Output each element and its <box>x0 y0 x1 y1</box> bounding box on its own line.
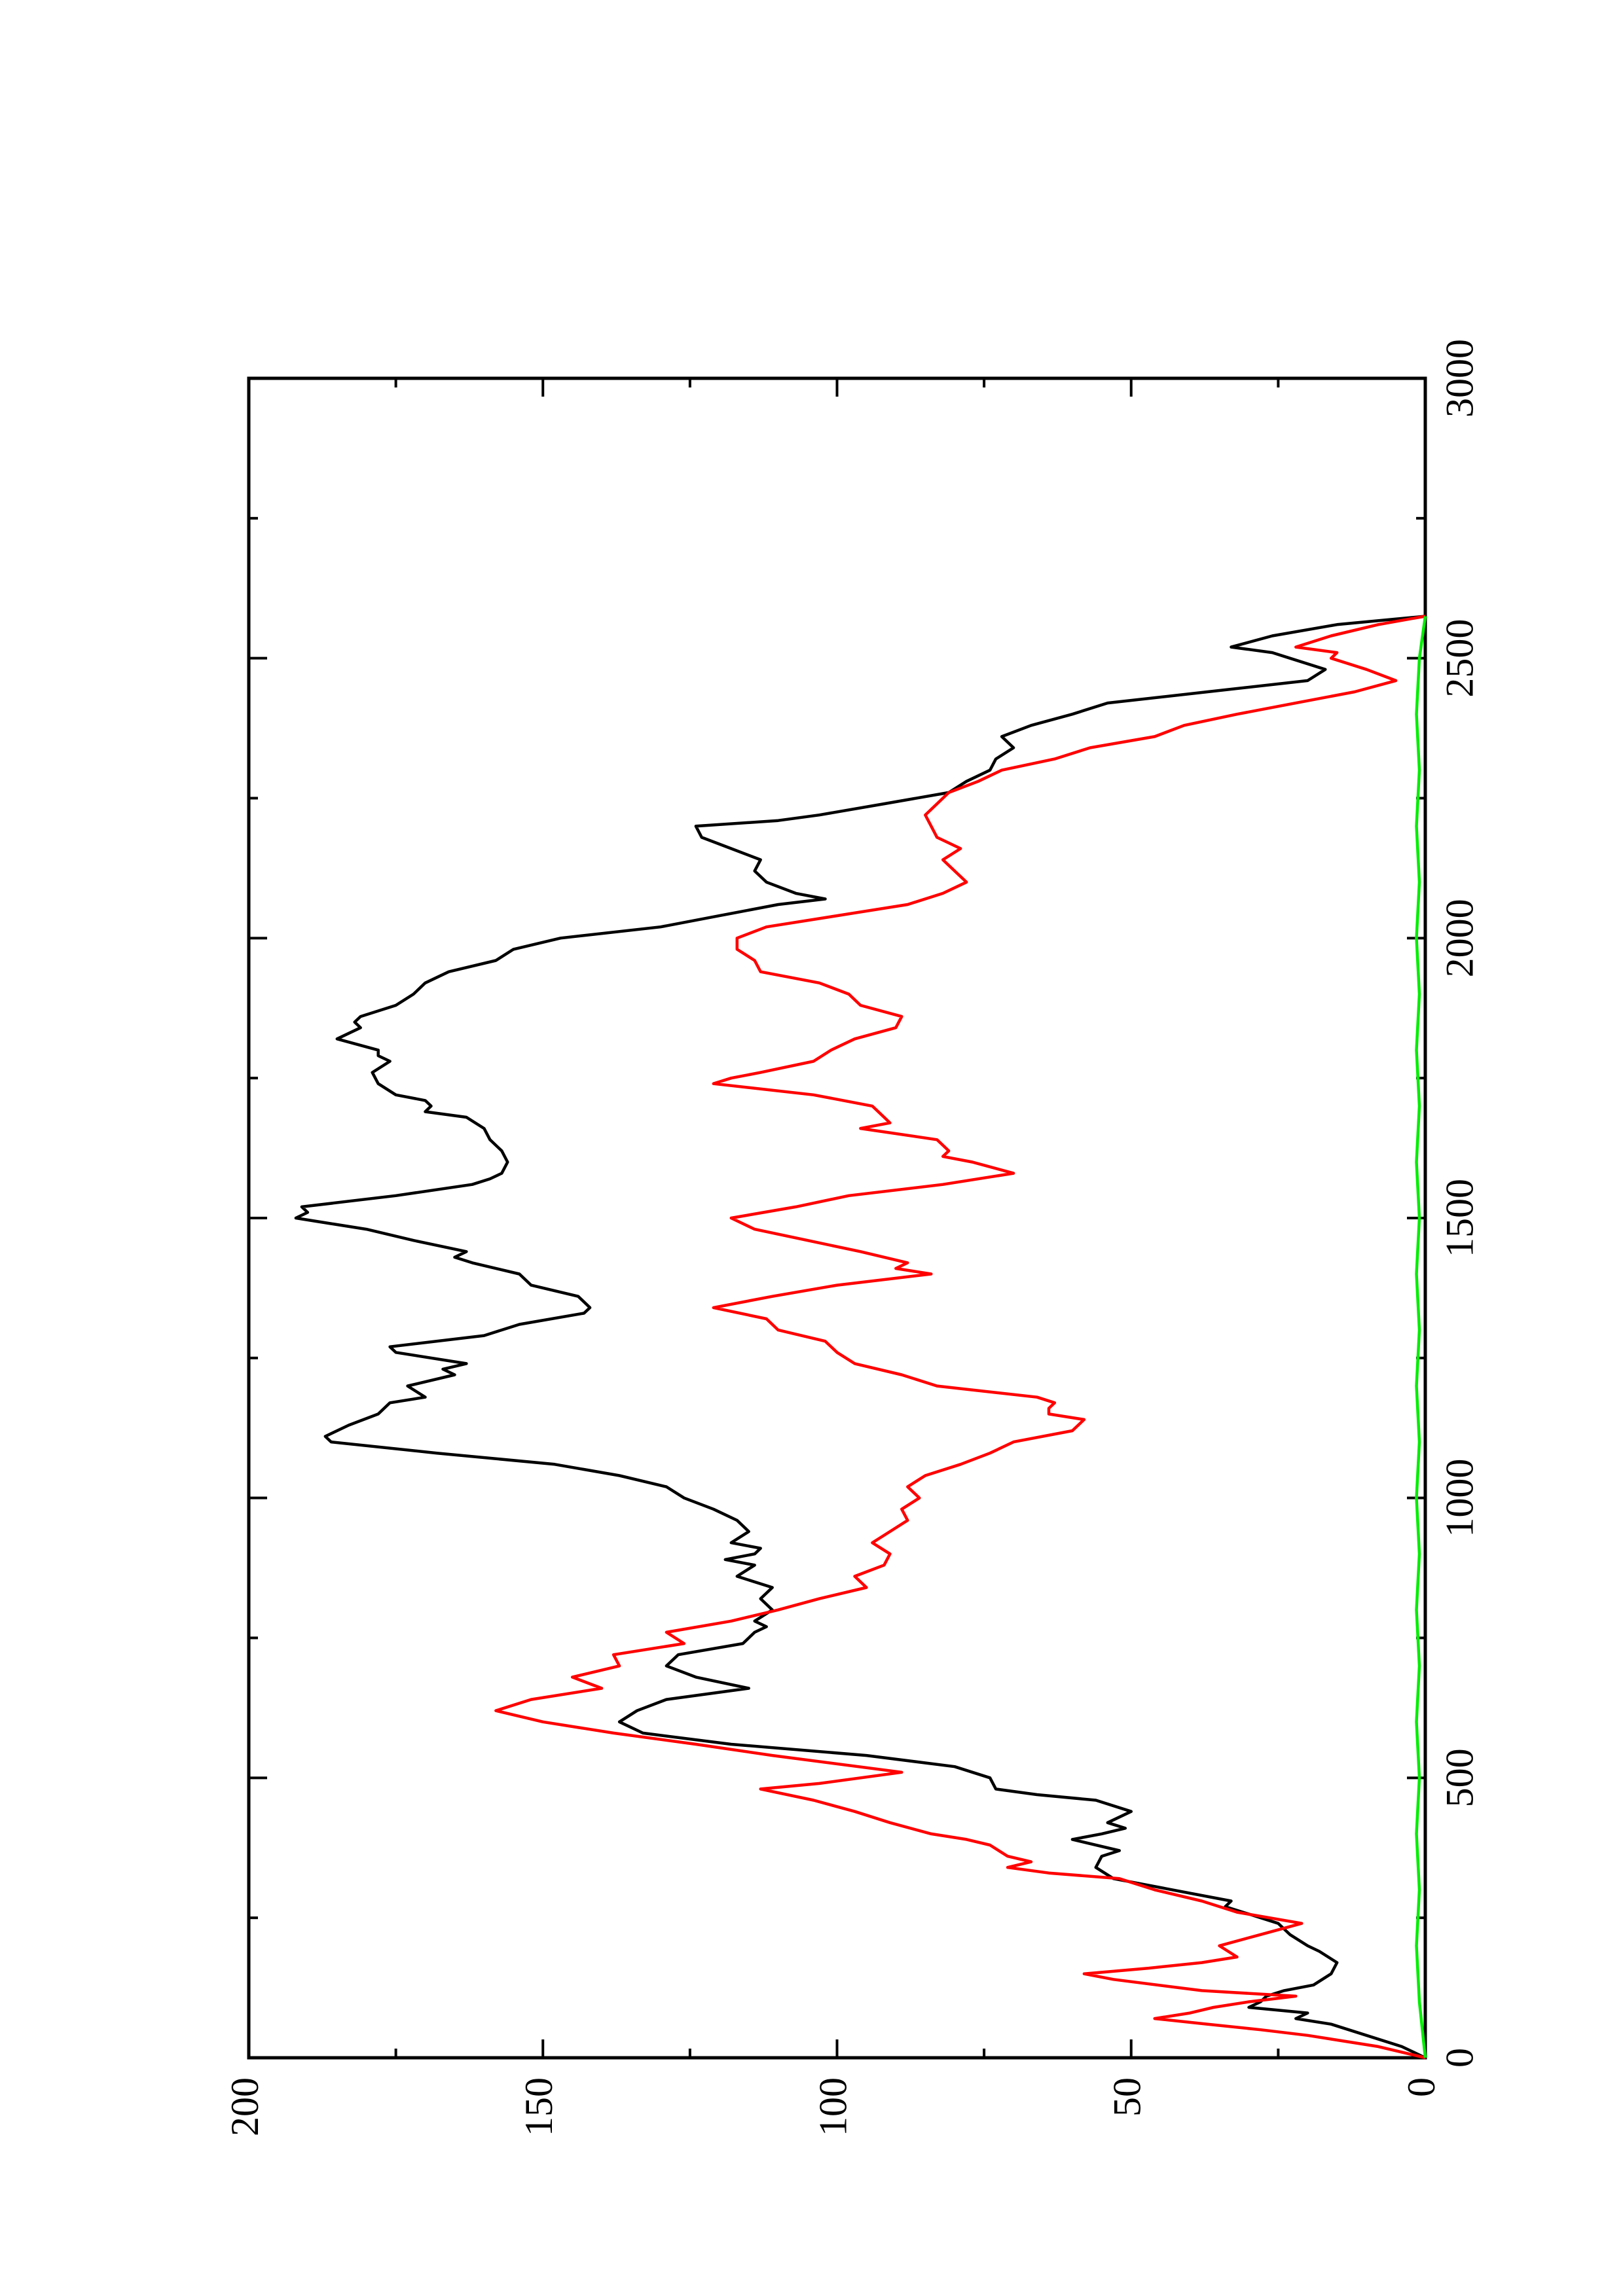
x-tick-label: 2000 <box>1438 899 1481 977</box>
y-tick-label: 0 <box>1400 2077 1443 2097</box>
series-line-1 <box>294 615 1426 2060</box>
x-tick-label: 500 <box>1438 1748 1481 1807</box>
x-tick-label: 0 <box>1438 2048 1481 2068</box>
x-tick-label: 1000 <box>1438 1459 1481 1537</box>
y-tick-label: 150 <box>517 2077 560 2136</box>
series-line-2 <box>494 615 1426 2060</box>
x-tick-label: 1500 <box>1438 1179 1481 1257</box>
axis-ticks <box>247 377 1427 2059</box>
y-tick-label: 200 <box>223 2077 266 2136</box>
y-tick-label: 50 <box>1106 2077 1149 2117</box>
axis-tick-labels: 0 500 1000 1500 2000 2500 3000 0 50 100 150 200 <box>223 339 1482 2136</box>
x-tick-label: 2500 <box>1438 619 1481 698</box>
y-tick-label: 100 <box>811 2077 854 2136</box>
x-tick-label: 3000 <box>1438 339 1481 418</box>
series-group <box>294 615 1427 2060</box>
series-line-3 <box>1415 616 1427 2058</box>
